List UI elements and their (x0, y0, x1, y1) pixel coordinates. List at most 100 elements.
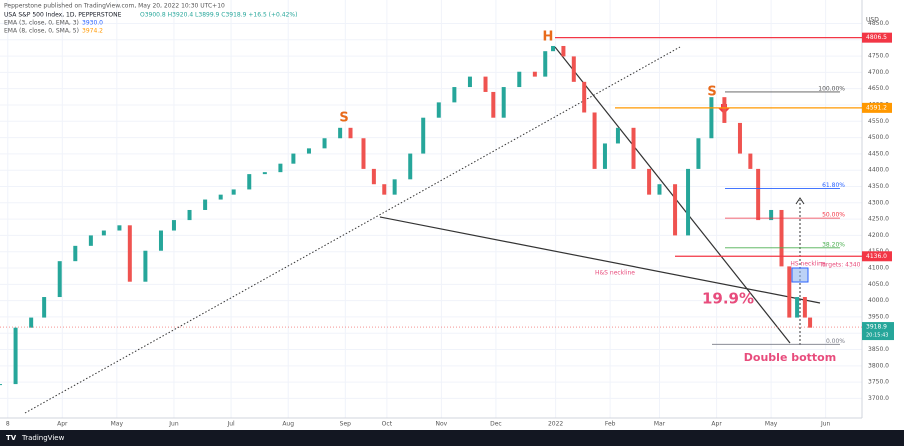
candle (779, 209, 784, 267)
candle (436, 102, 441, 118)
x-tick-label: Oct (382, 421, 393, 428)
candle (127, 225, 132, 282)
highlight-box (791, 267, 809, 283)
x-tick-label: Jun (820, 421, 831, 428)
y-tick-label: 4750.0 (868, 53, 889, 60)
x-tick-label: Sep (340, 421, 352, 428)
candle (709, 97, 714, 139)
candle (517, 71, 522, 88)
candle (421, 117, 426, 154)
footer: TradingView (21, 434, 65, 442)
candle (631, 127, 636, 169)
y-tick-label: 4000.0 (868, 297, 889, 304)
y-tick-label: 4650.0 (868, 85, 889, 92)
double-bottom-label: Double bottom (744, 351, 836, 364)
x-tick-label: May (765, 421, 778, 428)
candle (306, 148, 311, 154)
y-tick-label: 4100.0 (868, 265, 889, 272)
y-tick-label: 3750.0 (868, 379, 889, 386)
candle (756, 168, 761, 221)
symbol: USA S&P 500 Index, 1D, PEPPERSTONE (4, 12, 122, 19)
x-tick-label: 8 (6, 421, 10, 428)
fib-label: 61.80% (822, 182, 845, 189)
published: Pepperstone published on TradingView.com… (4, 3, 225, 10)
candle (13, 327, 18, 385)
candle (571, 56, 576, 82)
y-tick-label: 3800.0 (868, 362, 889, 369)
candle (291, 153, 296, 164)
x-tick-label: Jul (226, 421, 235, 428)
candle (551, 45, 556, 52)
candle (802, 297, 807, 318)
candle (203, 199, 208, 210)
price-label-box (862, 32, 892, 43)
candle (392, 179, 397, 195)
candle (491, 91, 496, 118)
indicator-name: EMA (8, close, 0, SMA, 5) (4, 28, 79, 35)
candle (382, 184, 387, 195)
trendline (24, 46, 681, 414)
candle (218, 194, 223, 200)
x-tick-label: Apr (57, 421, 68, 428)
x-tick-label: Dec (490, 421, 502, 428)
candle (361, 138, 366, 169)
candle (348, 127, 353, 139)
candle (231, 189, 236, 195)
candle (602, 143, 607, 169)
candle (561, 45, 566, 57)
candle (371, 168, 376, 185)
candle (592, 112, 597, 169)
price-label: 4591.2 (866, 104, 887, 111)
x-tick-label: Nov (436, 421, 448, 428)
ohlc: O3900.8 H3920.4 L3899.9 C3918.9 +16.5 (+… (140, 12, 297, 19)
neckline (379, 216, 821, 304)
x-tick-label: Aug (282, 421, 294, 428)
logo: TV (6, 434, 17, 442)
last-price-box (862, 322, 894, 341)
neckline-label: H&S neckline (595, 270, 635, 277)
candle (73, 245, 78, 262)
x-tick-label: Mar (654, 421, 666, 428)
y-tick-label: 4300.0 (868, 199, 889, 206)
candle (737, 122, 742, 154)
candle (171, 220, 176, 231)
fib-label: 0.00% (826, 338, 845, 345)
x-tick-label: 2022 (548, 421, 563, 428)
candle (808, 317, 813, 328)
indicator-value: 3974.2 (82, 28, 103, 35)
candle (501, 87, 506, 118)
candle (247, 174, 252, 190)
candle (795, 297, 800, 318)
y-tick-label: 4400.0 (868, 167, 889, 174)
y-tick-label: 3700.0 (868, 395, 889, 402)
y-tick-label: 4050.0 (868, 281, 889, 288)
candle (673, 184, 678, 236)
countdown: 20:15:43 (866, 333, 888, 339)
candle (787, 266, 792, 318)
candle (143, 250, 148, 282)
candle (57, 261, 62, 298)
price-label: 4136.0 (866, 253, 887, 260)
y-tick-label: 4700.0 (868, 69, 889, 76)
candle (262, 172, 267, 175)
footer-bar (0, 430, 904, 446)
fib-label: 50.00% (822, 212, 845, 219)
candle (29, 317, 34, 328)
neckline-label: HS neckline (790, 261, 826, 268)
candle (158, 230, 163, 251)
shoulder-label: S (707, 85, 716, 100)
head-label: H (543, 30, 554, 45)
x-tick-label: Feb (605, 421, 616, 428)
last-price-label: 3918.9 (866, 324, 887, 331)
candle (408, 153, 413, 180)
candle (647, 168, 652, 195)
candle (686, 168, 691, 236)
candle (543, 51, 548, 77)
candle (467, 76, 472, 88)
y-tick-label: 4850.0 (868, 20, 889, 27)
y-tick-label: 4550.0 (868, 118, 889, 125)
currency: USD (866, 17, 879, 24)
trendline (554, 46, 791, 344)
price-label-box (862, 102, 892, 113)
